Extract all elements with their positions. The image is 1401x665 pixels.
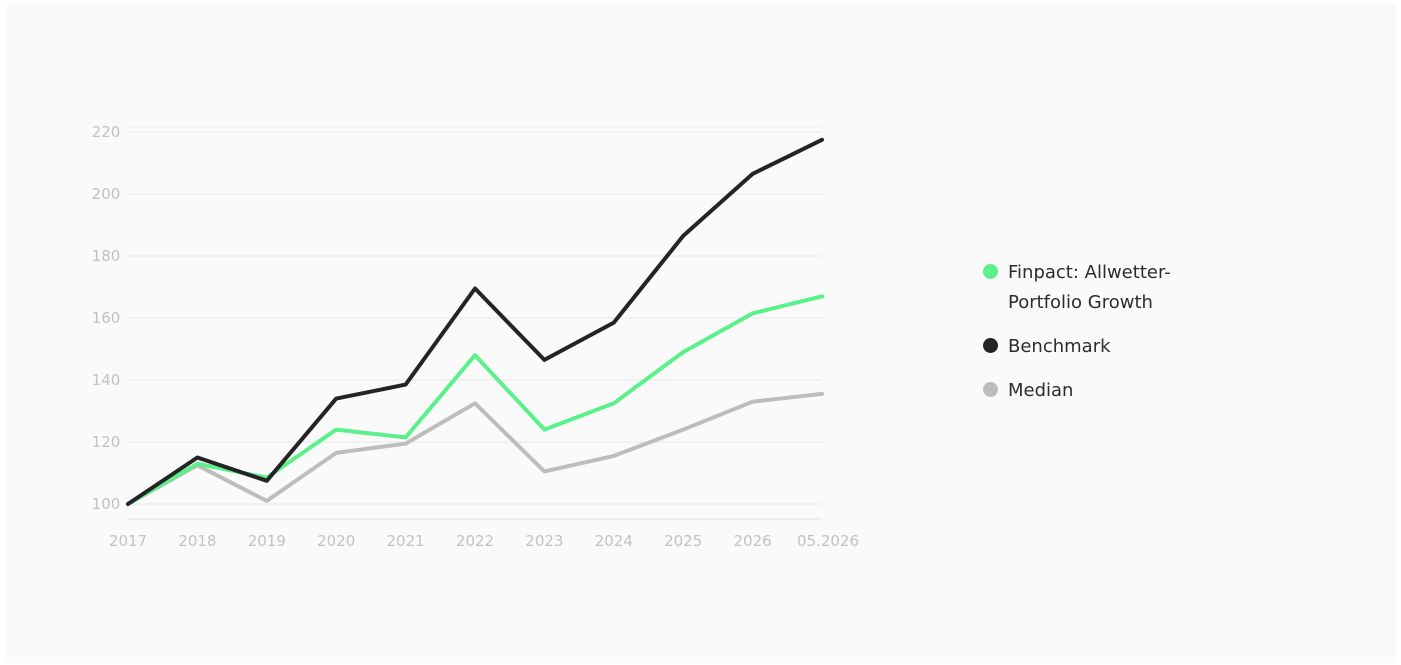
legend-label-series-2: Benchmark [1008, 336, 1111, 357]
y-tick-label: 180 [92, 247, 121, 265]
axis-tick-labels: 100 120 140 160 180 200 220 2017 2018 2019 2020 202… [92, 123, 859, 550]
chart-panel [5, 3, 1396, 663]
y-tick-label: 140 [92, 371, 121, 389]
legend-label-series-3: Median [1008, 380, 1074, 401]
x-tick-label: 2023 [525, 532, 563, 550]
x-tick-label: 05.2026 [797, 532, 859, 550]
x-tick-label: 2017 [109, 532, 147, 550]
x-tick-label: 2018 [178, 532, 216, 550]
y-tick-label: 200 [92, 185, 121, 203]
y-tick-label: 220 [92, 123, 121, 141]
legend-item-series-2[interactable]: Benchmark [983, 332, 1243, 362]
y-tick-label: 120 [92, 433, 121, 451]
chart-legend: Finpact: Allwetter-Portfolio Growth Benc… [983, 258, 1243, 420]
x-tick-label: 2021 [387, 532, 425, 550]
x-tick-label: 2019 [248, 532, 286, 550]
x-tick-label: 2025 [664, 532, 702, 550]
x-tick-label: 2024 [595, 532, 633, 550]
series-line-1 [126, 294, 824, 506]
x-tick-label: 2026 [734, 532, 772, 550]
legend-swatch-series-3 [983, 382, 998, 397]
legend-swatch-series-2 [983, 338, 998, 353]
y-tick-label: 100 [92, 495, 121, 513]
legend-label-series-1: Finpact: Allwetter-Portfolio Growth [1008, 262, 1171, 313]
x-tick-label: 2020 [317, 532, 355, 550]
legend-swatch-series-1 [983, 264, 998, 279]
grid-lines [128, 126, 822, 520]
series-line-3 [126, 391, 824, 506]
legend-item-series-3[interactable]: Median [983, 376, 1243, 406]
x-tick-label: 2022 [456, 532, 494, 550]
y-tick-label: 160 [92, 309, 121, 327]
series-lines [126, 137, 824, 506]
series-line-2 [126, 137, 824, 506]
legend-item-series-1[interactable]: Finpact: Allwetter-Portfolio Growth [983, 258, 1243, 318]
